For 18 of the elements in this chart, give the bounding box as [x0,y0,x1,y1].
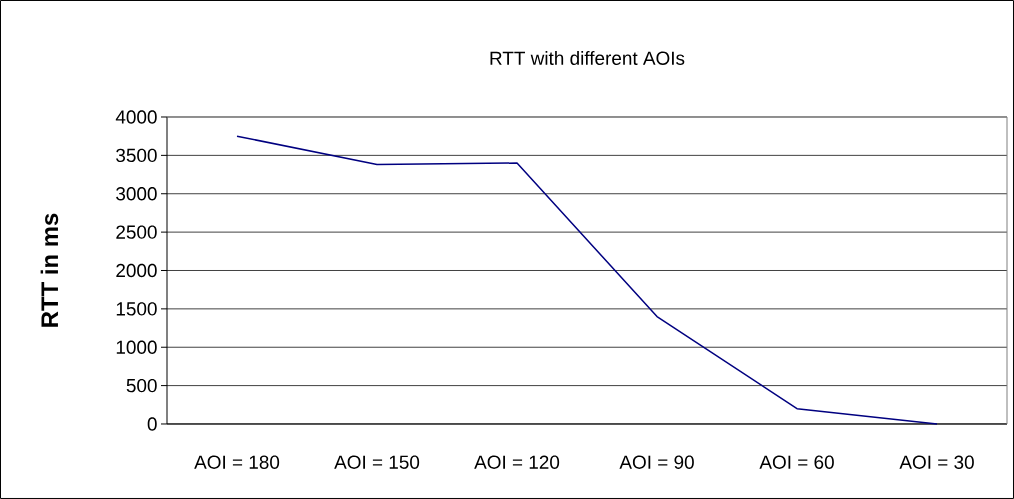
y-axis-title: RTT in ms [40,213,59,327]
x-tick-label: AOI = 30 [899,455,974,469]
x-tick-label: AOI = 120 [474,455,560,469]
y-tick-label: 2000 [116,263,157,278]
y-tick-label: 4000 [115,110,157,124]
chart-title: RTT with different AOIs [490,51,685,65]
y-tick-label: 2500 [116,225,157,239]
x-tick-label: AOI = 180 [194,455,280,469]
y-tick-label: 500 [126,378,157,393]
y-tick-label: 0 [147,417,157,431]
y-tick-label: 3500 [116,148,157,163]
x-tick-label: AOI = 60 [759,455,834,469]
x-tick-label: AOI = 90 [619,455,694,469]
line-series [236,135,938,425]
y-tick-label: 1500 [116,302,157,316]
y-tick-label: 3000 [116,187,157,201]
x-tick-label: AOI = 150 [334,455,420,469]
y-tick-label: 1000 [116,340,157,354]
